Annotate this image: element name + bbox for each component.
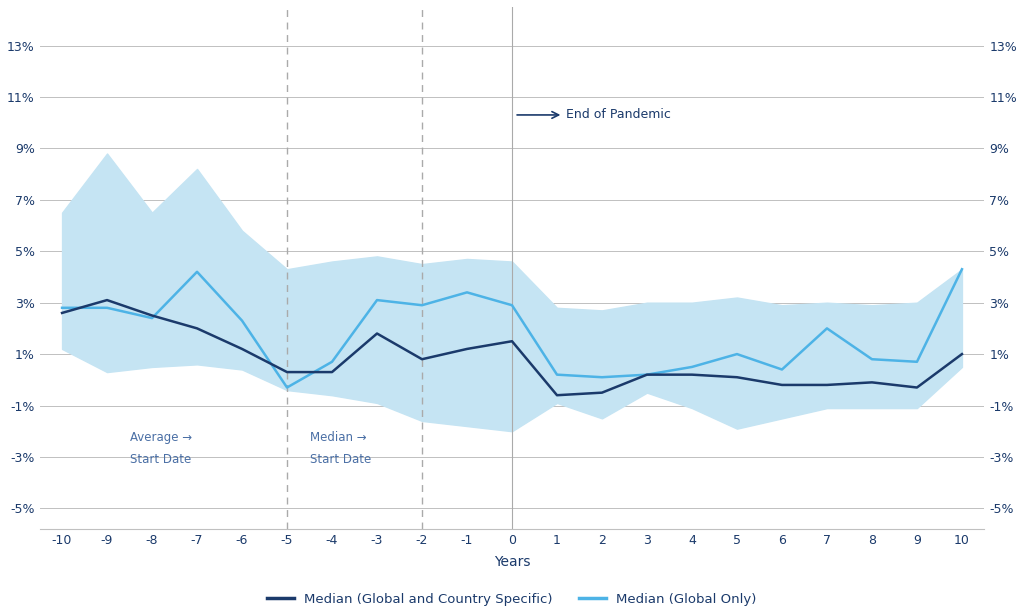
X-axis label: Years: Years	[494, 555, 530, 569]
Text: End of Pandemic: End of Pandemic	[517, 108, 671, 121]
Text: Start Date: Start Date	[309, 453, 371, 466]
Text: Start Date: Start Date	[130, 453, 190, 466]
Legend: Median (Global and Country Specific), Median (Global Only): Median (Global and Country Specific), Me…	[262, 588, 762, 609]
Text: Average →: Average →	[130, 431, 191, 444]
Text: Median →: Median →	[309, 431, 367, 444]
